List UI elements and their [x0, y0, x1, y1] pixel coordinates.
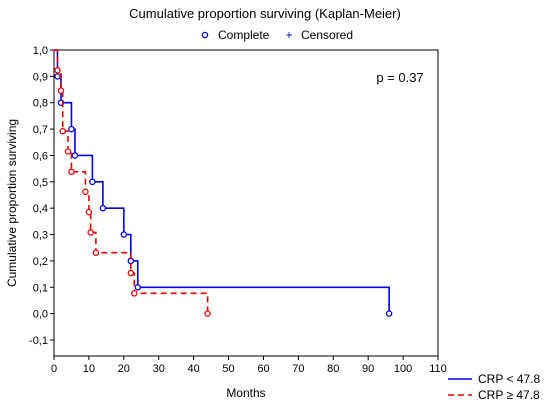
y-tick-label: 1,0 — [33, 45, 48, 57]
event-point — [68, 168, 75, 176]
x-tick-label: 60 — [257, 363, 269, 375]
x-tick-label: 20 — [118, 363, 130, 375]
y-tick-label: 0,6 — [33, 150, 48, 162]
event-point — [54, 67, 61, 74]
censored-legend-label: Censored — [301, 28, 353, 42]
x-tick-label: 40 — [188, 363, 200, 375]
event-point — [64, 148, 72, 155]
event-point — [92, 249, 100, 256]
y-tick-label: 0,2 — [33, 256, 48, 268]
event-point — [134, 284, 142, 291]
x-tick-label: 110 — [429, 363, 447, 375]
series-legend-label-crp-low: CRP < 47.8 — [478, 372, 540, 386]
y-tick-label: 0,3 — [33, 230, 48, 242]
event-point — [131, 290, 138, 297]
event-point — [57, 87, 65, 94]
series-layer — [54, 49, 393, 317]
x-tick-label: 10 — [83, 363, 95, 375]
event-point — [127, 269, 135, 277]
complete-marker-icon — [201, 31, 209, 39]
y-tick-label: 0,0 — [33, 309, 48, 321]
y-axis: 1,0 0,9 0,8 0,7 0,6 0,5 0,4 0,3 0,2 0,1 0,0 -0,1 — [29, 45, 54, 347]
x-tick-label: 30 — [153, 363, 165, 375]
event-point — [120, 231, 128, 238]
y-tick-label: 0,5 — [33, 177, 48, 189]
series-legend-label-crp-high: CRP ≥ 47.8 — [478, 388, 540, 402]
x-tick-label: 100 — [394, 363, 412, 375]
event-point — [54, 73, 61, 80]
event-point — [99, 204, 107, 212]
event-point — [385, 310, 393, 317]
y-tick-label: 0,1 — [33, 282, 48, 294]
y-tick-label: -0,1 — [29, 335, 48, 347]
p-value-annotation: p = 0.37 — [376, 70, 423, 85]
y-tick-label: 0,7 — [33, 124, 48, 136]
plot-area — [53, 49, 439, 357]
x-tick-label: 80 — [327, 363, 339, 375]
chart-title: Cumulative proportion surviving (Kaplan-… — [129, 6, 401, 21]
x-tick-label: 50 — [222, 363, 234, 375]
event-point — [59, 127, 66, 135]
marker-legend: Complete + Censored — [201, 28, 353, 42]
series-legend: CRP < 47.8 CRP ≥ 47.8 — [448, 372, 540, 402]
x-tick-label: 90 — [362, 363, 374, 375]
x-axis: 0 10 20 30 40 50 60 70 80 90 100 110 — [51, 356, 447, 375]
event-point — [204, 310, 211, 317]
event-point — [82, 188, 89, 196]
event-point — [87, 229, 94, 236]
event-point — [68, 125, 75, 133]
complete-legend-label: Complete — [218, 28, 270, 42]
x-tick-label: 70 — [292, 363, 304, 375]
event-point — [85, 208, 93, 216]
event-point — [89, 178, 96, 186]
y-tick-label: 0,9 — [33, 71, 48, 83]
censored-marker-icon: + — [285, 28, 292, 42]
x-axis-title: Months — [226, 386, 265, 400]
event-point — [71, 152, 79, 159]
y-tick-label: 0,4 — [33, 203, 48, 215]
x-tick-label: 0 — [51, 363, 57, 375]
y-tick-label: 0,8 — [33, 98, 48, 110]
y-axis-title: Cumulative proportion surviving — [5, 119, 19, 287]
